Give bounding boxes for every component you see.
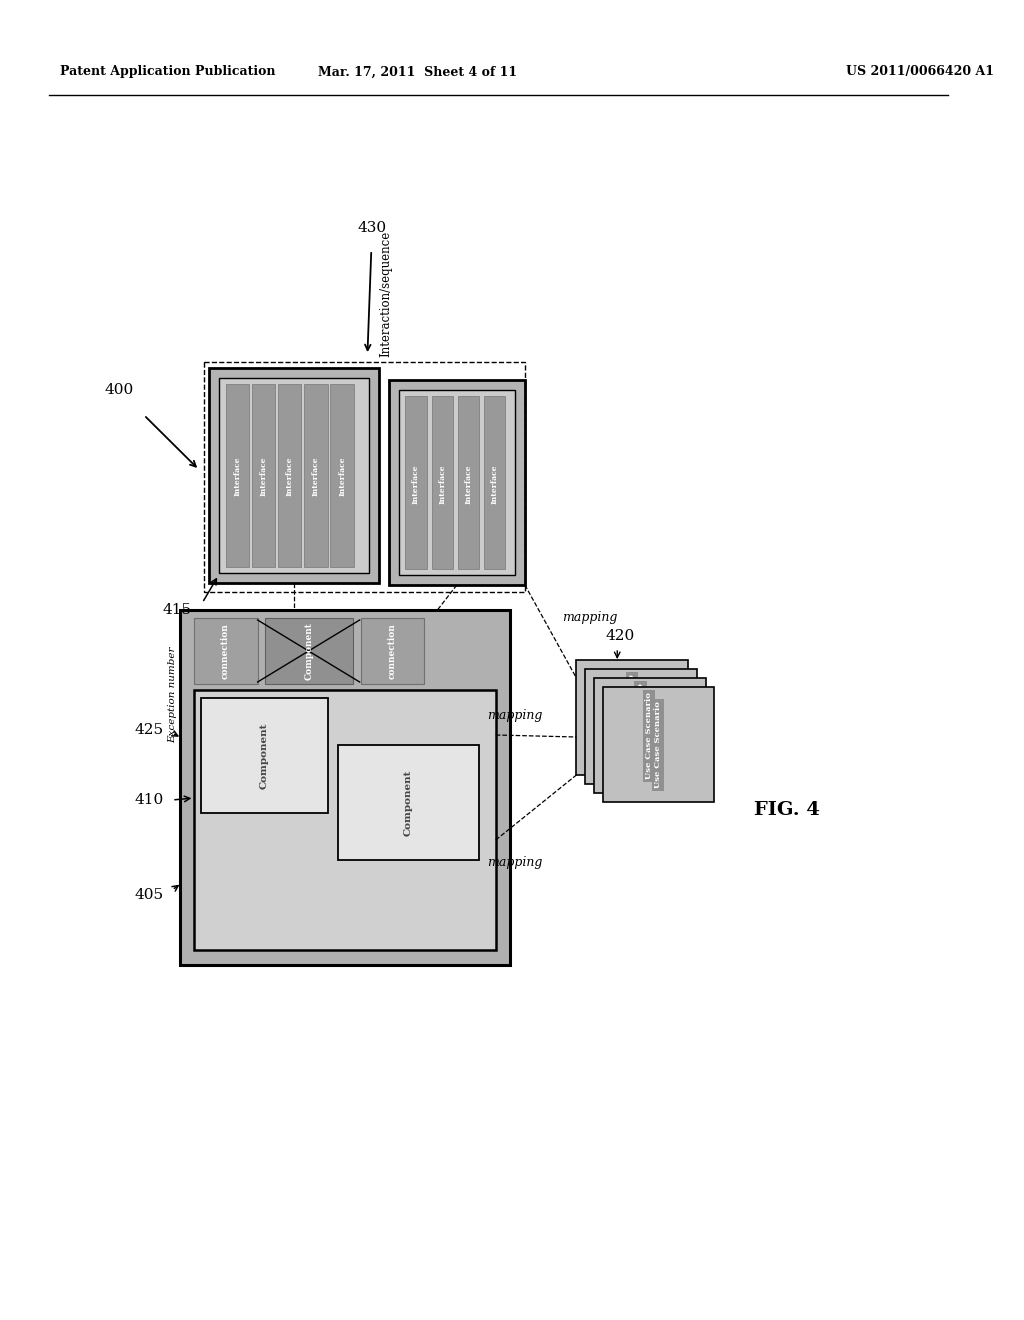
Text: Use Case Scenario: Use Case Scenario xyxy=(645,693,653,779)
Bar xyxy=(195,690,496,950)
Bar xyxy=(431,396,453,569)
Text: Interface: Interface xyxy=(338,457,346,496)
Bar xyxy=(360,618,424,684)
Text: Interaction/sequence: Interaction/sequence xyxy=(380,231,392,356)
Bar xyxy=(204,362,525,591)
Text: Interface: Interface xyxy=(233,457,242,496)
Text: mapping: mapping xyxy=(562,610,617,623)
Bar xyxy=(304,384,328,568)
Bar xyxy=(484,396,506,569)
Text: Interface: Interface xyxy=(465,465,472,504)
Text: 430: 430 xyxy=(357,220,387,235)
Bar xyxy=(180,610,510,965)
Text: 400: 400 xyxy=(105,383,134,397)
Bar xyxy=(603,686,715,803)
Bar xyxy=(331,384,354,568)
Text: 420: 420 xyxy=(605,630,635,643)
Text: 425: 425 xyxy=(134,723,163,737)
Text: Use Case Scenario: Use Case Scenario xyxy=(628,675,636,762)
Bar xyxy=(278,384,301,568)
Bar xyxy=(219,378,370,573)
Text: mapping: mapping xyxy=(487,709,543,722)
Bar xyxy=(201,698,328,813)
Bar xyxy=(209,368,379,583)
Text: 415: 415 xyxy=(163,603,191,616)
Bar xyxy=(338,744,479,861)
Text: Component: Component xyxy=(304,622,313,680)
Text: Interface: Interface xyxy=(312,457,319,496)
Text: 405: 405 xyxy=(134,888,163,902)
Text: Interface: Interface xyxy=(412,465,420,504)
Bar xyxy=(577,660,688,775)
Text: Component: Component xyxy=(403,770,413,836)
Text: Interface: Interface xyxy=(438,465,446,504)
Bar xyxy=(252,384,275,568)
Bar xyxy=(458,396,479,569)
Text: Mar. 17, 2011  Sheet 4 of 11: Mar. 17, 2011 Sheet 4 of 11 xyxy=(318,66,517,78)
Text: Exception number: Exception number xyxy=(168,647,177,743)
Bar xyxy=(225,384,249,568)
Text: US 2011/0066420 A1: US 2011/0066420 A1 xyxy=(846,66,993,78)
Text: Interface: Interface xyxy=(490,465,499,504)
Bar xyxy=(594,678,706,793)
Text: mapping: mapping xyxy=(487,855,543,869)
Text: FIG. 4: FIG. 4 xyxy=(755,801,820,818)
Bar xyxy=(406,396,427,569)
Text: Interface: Interface xyxy=(286,457,294,496)
Bar xyxy=(265,618,353,684)
Text: connection: connection xyxy=(221,623,230,678)
Text: Use Case Scenario: Use Case Scenario xyxy=(654,701,663,788)
Bar xyxy=(195,618,258,684)
Text: Patent Application Publication: Patent Application Publication xyxy=(60,66,275,78)
Text: 410: 410 xyxy=(134,793,163,807)
Text: Use Case Scenario: Use Case Scenario xyxy=(637,684,644,771)
Bar xyxy=(389,380,525,585)
Bar xyxy=(398,389,515,576)
Text: Component: Component xyxy=(260,723,269,789)
Bar xyxy=(585,669,697,784)
Text: connection: connection xyxy=(387,623,396,678)
Text: Interface: Interface xyxy=(259,457,267,496)
